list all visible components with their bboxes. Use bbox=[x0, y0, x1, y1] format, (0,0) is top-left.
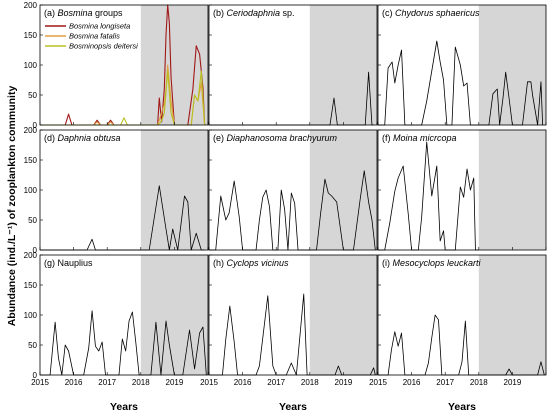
shaded-period bbox=[309, 130, 377, 250]
x-tick-label: 2018 bbox=[301, 378, 319, 387]
panel-label-label-prefix: (h) bbox=[213, 258, 227, 268]
panel-label-label-rest: sp. bbox=[280, 8, 295, 18]
y-tick-label: 0 bbox=[33, 246, 38, 255]
panel-c: (c) Chydorus sphaericus bbox=[377, 4, 547, 126]
shaded-period bbox=[478, 5, 546, 125]
x-tick-label: 2017 bbox=[98, 378, 116, 387]
y-tick-label: 150 bbox=[24, 156, 38, 165]
panel-label-label-italic: Mesocyclops leuckarti bbox=[393, 258, 482, 268]
x-tick-label: 2016 bbox=[403, 378, 421, 387]
panel-label-label-italic: Cyclops vicinus bbox=[227, 258, 290, 268]
series-line-2 bbox=[40, 70, 206, 126]
panel-label: (a) Bosmina groups bbox=[44, 8, 123, 18]
panels: 0 50 100 150 200 (a) Bosmina groups Bosmina lo… bbox=[24, 1, 547, 387]
x-tick-label: 2019 bbox=[335, 378, 353, 387]
shaded-period bbox=[478, 255, 546, 375]
y-tick-label: 50 bbox=[28, 91, 37, 100]
legend-label-1: Bosmina fatalis bbox=[69, 32, 120, 41]
panel-label: (f) Moina micrcopa bbox=[382, 133, 457, 143]
panel-label: (b) Ceriodaphnia sp. bbox=[213, 8, 295, 18]
panel-g: 0 50 100 150 200 2015 2016 2017 2018 2019 (g) Naup… bbox=[24, 251, 209, 387]
y-tick-label: 50 bbox=[28, 216, 37, 225]
x-tick-label: 2015 bbox=[31, 378, 49, 387]
x-axis-label-col1: Years bbox=[110, 401, 138, 413]
y-tick-label: 200 bbox=[24, 1, 38, 10]
y-tick-label: 200 bbox=[24, 126, 38, 135]
panel-a: 0 50 100 150 200 (a) Bosmina groups Bosmina lo… bbox=[24, 1, 209, 130]
panel-h: 2015 2016 2017 2018 2019 (h) Cyclops vicinus bbox=[200, 254, 378, 387]
panel-label-label-rest: groups bbox=[93, 8, 124, 18]
panel-e: (e) Diaphanosoma brachyurum bbox=[208, 129, 378, 251]
series-line-0 bbox=[209, 293, 376, 376]
x-tick-label: 2018 bbox=[470, 378, 488, 387]
panel-label-label-italic: Bosmina bbox=[58, 8, 93, 18]
x-tick-label: 2016 bbox=[234, 378, 252, 387]
legend-label-2: Bosminopsis deitersi bbox=[69, 42, 138, 51]
panel-label-label-prefix: (i) bbox=[382, 258, 393, 268]
panel-label-label-italic: Diaphanosoma brachyurum bbox=[227, 133, 338, 143]
panel-label-label-prefix: (g) bbox=[44, 258, 58, 268]
shaded-period bbox=[309, 255, 377, 375]
panel-label-label-prefix: (c) bbox=[382, 8, 395, 18]
panel-b: (b) Ceriodaphnia sp. bbox=[208, 4, 378, 126]
y-tick-label: 100 bbox=[24, 186, 38, 195]
panel-label-label-prefix: (d) bbox=[44, 133, 58, 143]
y-tick-label: 100 bbox=[24, 311, 38, 320]
x-tick-label: 2016 bbox=[65, 378, 83, 387]
y-tick-label: 50 bbox=[28, 341, 37, 350]
x-tick-label: 2018 bbox=[132, 378, 150, 387]
panel-i: 2015 2016 2017 2018 2019 (i) Mesocyclops leuc… bbox=[369, 254, 547, 387]
panel-label-label-italic: Ceriodaphnia bbox=[227, 8, 281, 18]
x-tick-label: 2015 bbox=[200, 378, 218, 387]
y-tick-label: 150 bbox=[24, 281, 38, 290]
y-tick-label: 0 bbox=[33, 121, 38, 130]
shaded-period bbox=[140, 5, 208, 125]
x-tick-label: 2017 bbox=[436, 378, 454, 387]
y-tick-label: 0 bbox=[33, 371, 38, 380]
panel-label-label-prefix: (b) bbox=[213, 8, 227, 18]
panel-label-label-rest: Nauplius bbox=[58, 258, 94, 268]
x-tick-label: 2015 bbox=[369, 378, 387, 387]
panel-label: (c) Chydorus sphaericus bbox=[382, 8, 480, 18]
y-axis-label: Abundance (ind./L⁻¹) of zooplankton comm… bbox=[6, 86, 18, 327]
x-tick-label: 2019 bbox=[166, 378, 184, 387]
panel-label-label-italic: Chydorus sphaericus bbox=[395, 8, 480, 18]
panel-label: (e) Diaphanosoma brachyurum bbox=[213, 133, 338, 143]
panel-label: (i) Mesocyclops leuckarti bbox=[382, 258, 482, 268]
panel-d: 0 50 100 150 200 (d) Daphnia obtusa bbox=[24, 126, 209, 255]
panel-label-label-prefix: (e) bbox=[213, 133, 227, 143]
legend-label-0: Bosmina longiseta bbox=[69, 22, 130, 31]
x-axis-label-col2: Years bbox=[279, 401, 307, 413]
series-line-0 bbox=[378, 141, 479, 251]
shaded-period bbox=[140, 255, 208, 375]
x-axis-label-col3: Years bbox=[448, 401, 476, 413]
shaded-period bbox=[309, 5, 377, 125]
x-tick-label: 2019 bbox=[504, 378, 522, 387]
panel-f: (f) Moina micrcopa bbox=[377, 129, 547, 251]
y-tick-label: 150 bbox=[24, 31, 38, 40]
panel-label: (d) Daphnia obtusa bbox=[44, 133, 121, 143]
shaded-period bbox=[140, 130, 208, 250]
panel-label-label-italic: Daphnia obtusa bbox=[58, 133, 121, 143]
panel-label-label-prefix: (a) bbox=[44, 8, 58, 18]
x-tick-label: 2017 bbox=[267, 378, 285, 387]
panel-label: (h) Cyclops vicinus bbox=[213, 258, 289, 268]
y-tick-label: 200 bbox=[24, 251, 38, 260]
shaded-period bbox=[478, 130, 546, 250]
y-tick-label: 100 bbox=[24, 61, 38, 70]
panel-label-label-prefix: (f) bbox=[382, 133, 393, 143]
panel-label: (g) Nauplius bbox=[44, 258, 93, 268]
panel-label-label-italic: Moina micrcopa bbox=[393, 133, 457, 143]
